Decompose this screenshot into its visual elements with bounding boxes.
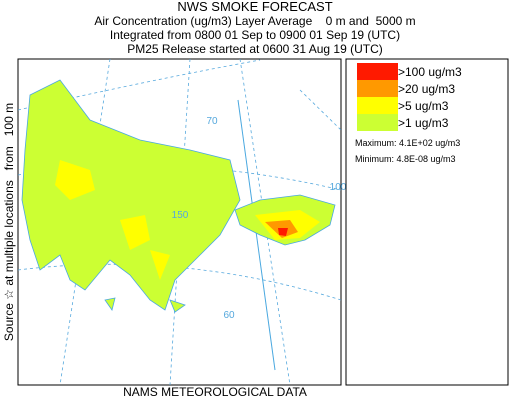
graticule-label: 60 <box>223 310 235 321</box>
legend-label: >100 ug/m3 <box>398 65 462 79</box>
legend-maximum: Maximum: 4.1E+02 ug/m3 <box>355 138 460 148</box>
legend-swatch <box>357 114 398 131</box>
subtitle-line: PM25 Release started at 0600 31 Aug 19 (… <box>127 42 382 56</box>
smoke-region <box>104 297 186 313</box>
legend-label: >5 ug/m3 <box>398 99 449 113</box>
side-label: Source ☆ at multiple locations from 100 … <box>2 103 16 341</box>
graticule-label: 150 <box>172 210 189 221</box>
legend-swatch <box>357 80 398 97</box>
subtitle-line: Integrated from 0800 01 Sep to 0900 01 S… <box>110 28 400 42</box>
legend-label: >20 ug/m3 <box>398 82 455 96</box>
graticule-label: 70 <box>206 116 218 127</box>
legend-swatch <box>357 97 398 114</box>
graticule-label: 100 <box>330 182 347 193</box>
footer: NAMS METEOROLOGICAL DATA <box>123 385 307 399</box>
legend-label: >1 ug/m3 <box>398 116 449 130</box>
subtitle-line: Air Concentration (ug/m3) Layer Average … <box>94 14 415 28</box>
smoke-region <box>21 79 241 311</box>
map: 70 150 100 60 <box>17 58 347 386</box>
legend: Maximum: 4.1E+02 ug/m3 Minimum: 4.8E-08 … <box>345 58 509 386</box>
title: NWS SMOKE FORECAST <box>177 0 332 14</box>
border-line <box>237 99 276 371</box>
smoke-region <box>55 160 170 280</box>
legend-swatch <box>357 63 398 80</box>
smoke-region <box>278 228 288 236</box>
legend-minimum: Minimum: 4.8E-08 ug/m3 <box>355 154 456 164</box>
